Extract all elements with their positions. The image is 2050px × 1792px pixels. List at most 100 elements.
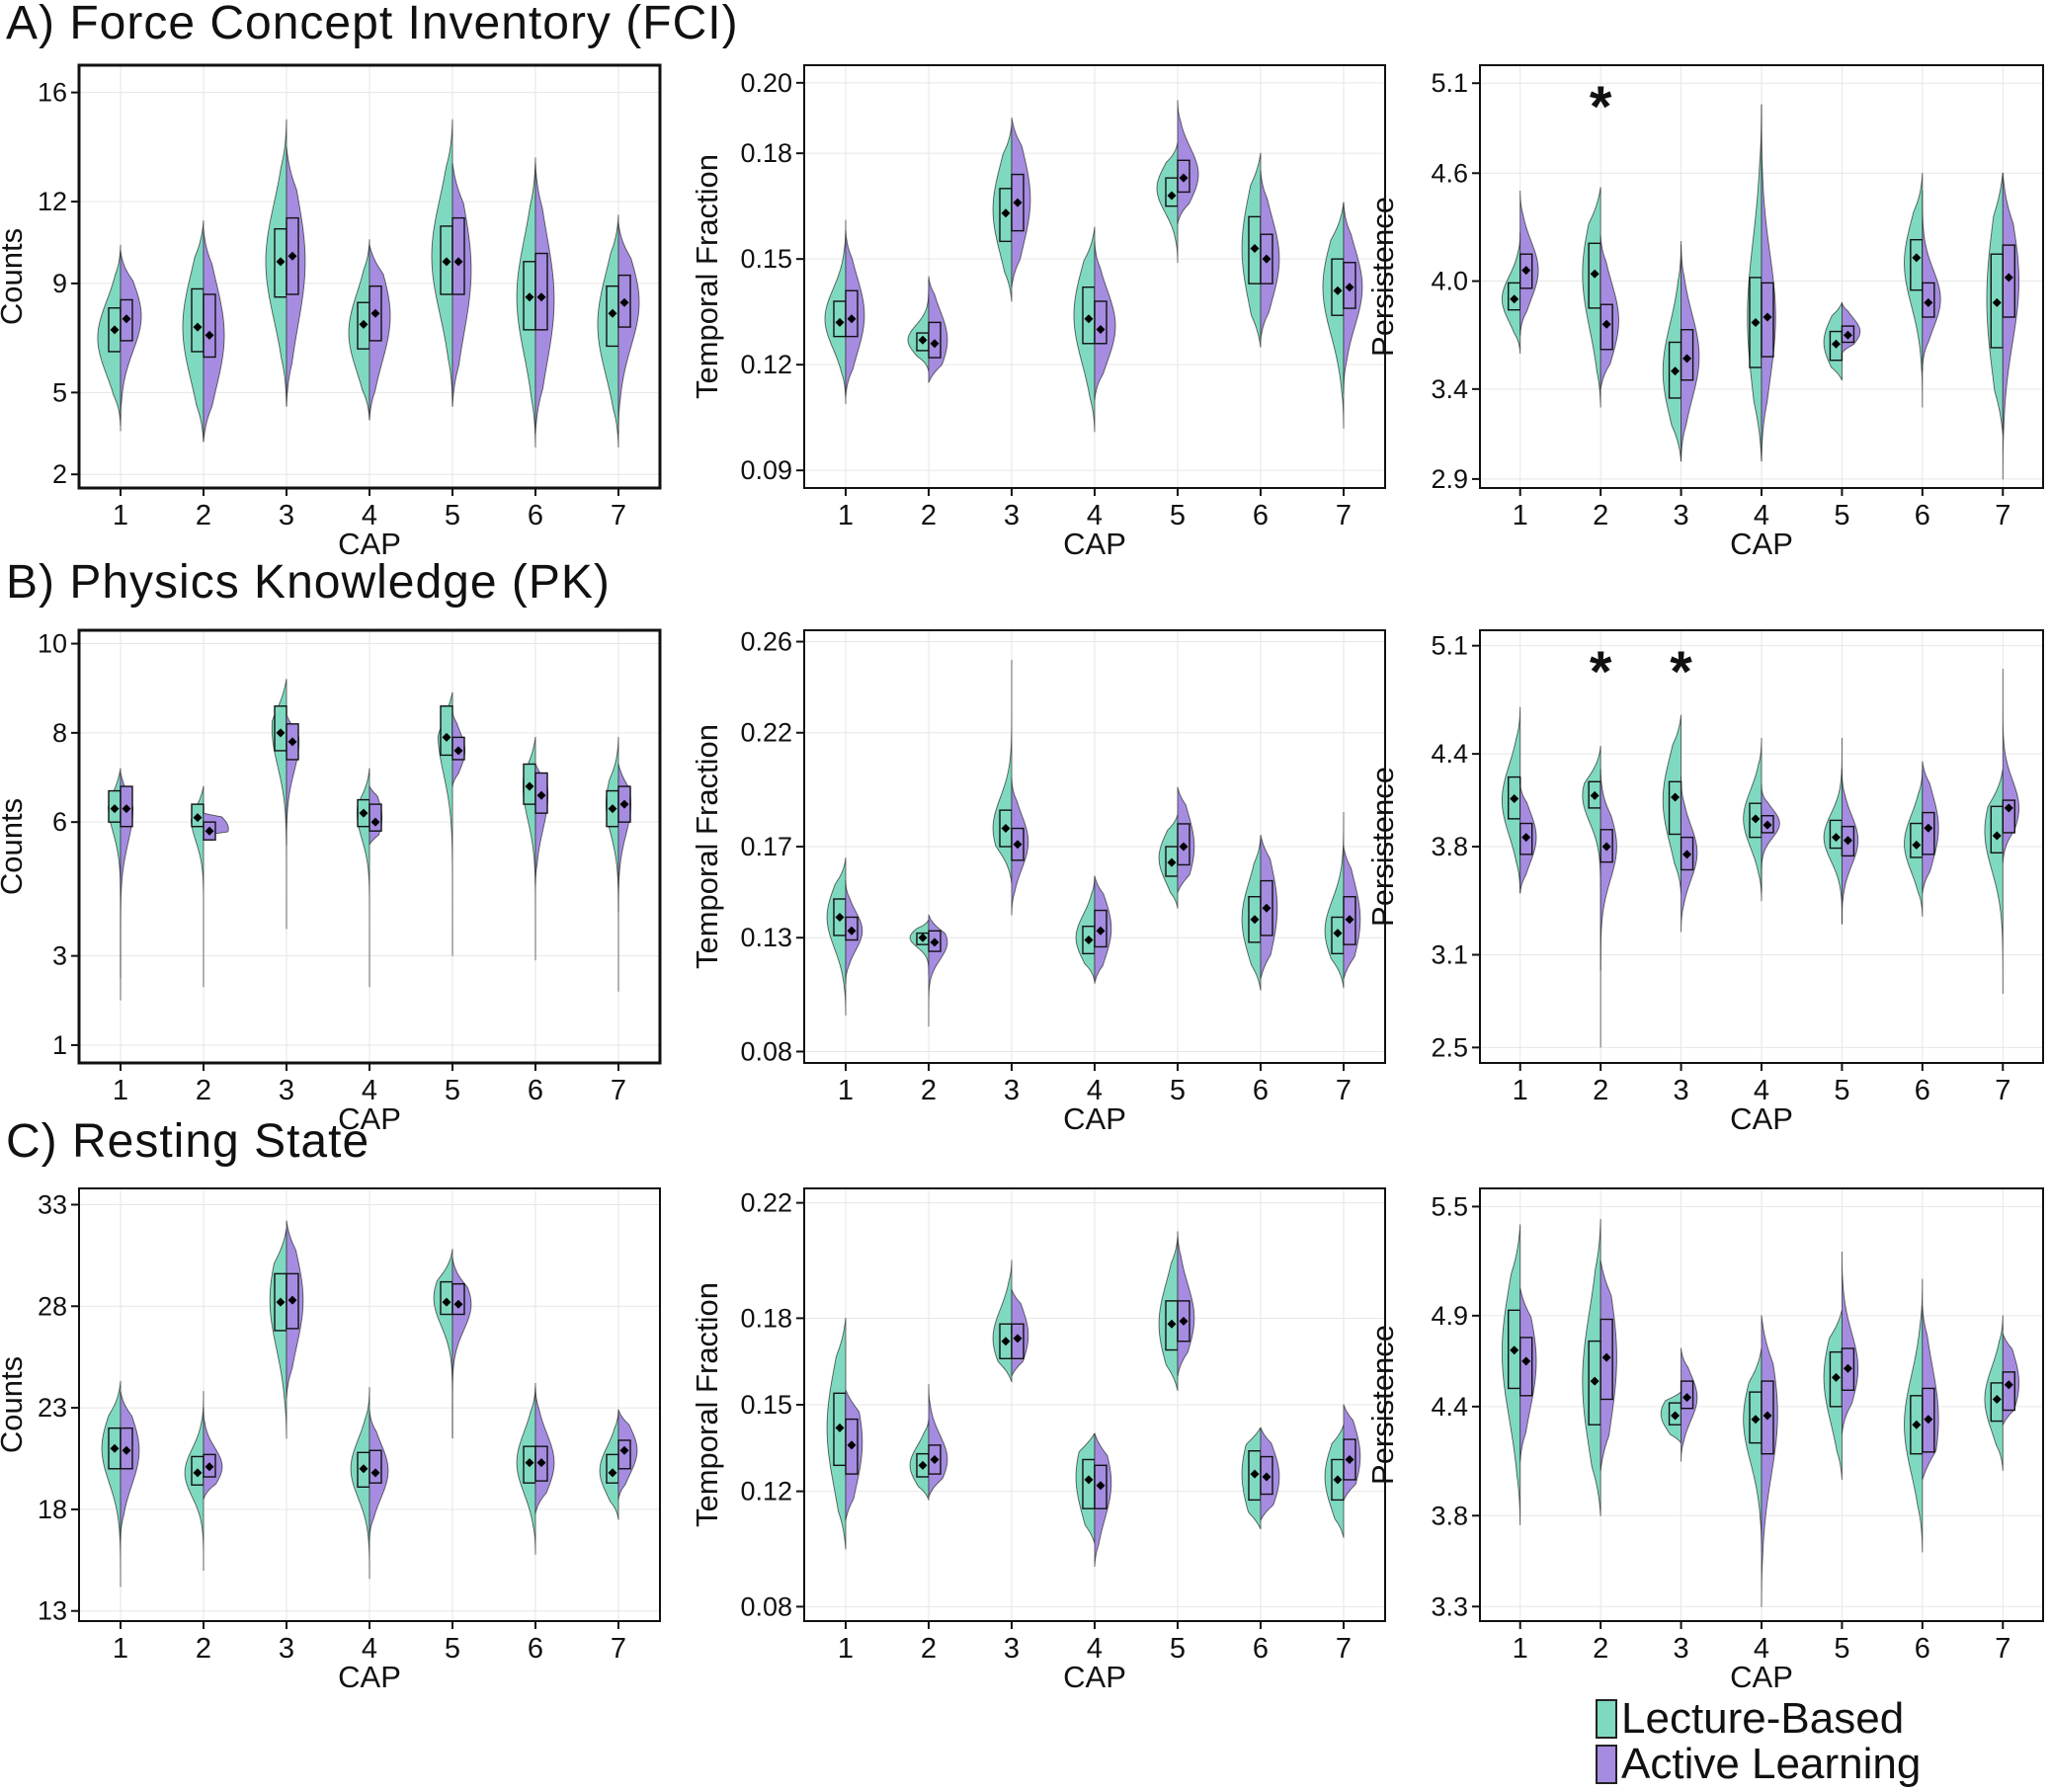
xtick-label-0: 1 bbox=[1513, 1633, 1528, 1665]
xtick-label-5: 6 bbox=[528, 1075, 543, 1106]
chart-panel-9: 3.3 3.8 4.4 4.9 5.5 1 2 3 4 5 6 7 CAP Persistence bbox=[1365, 1187, 2044, 1694]
median-lecture-cap-7 bbox=[608, 1468, 617, 1478]
median-active-cap-7 bbox=[2004, 273, 2013, 283]
x-axis-title: CAP bbox=[338, 1660, 401, 1694]
ytick-label-0: 13 bbox=[38, 1596, 67, 1626]
median-active-cap-5 bbox=[1179, 1316, 1189, 1326]
xtick-label-1: 2 bbox=[196, 500, 211, 531]
median-lecture-cap-3 bbox=[1001, 208, 1011, 218]
xtick-label-0: 1 bbox=[838, 1075, 854, 1106]
median-active-cap-4 bbox=[1096, 325, 1106, 334]
median-lecture-cap-4 bbox=[359, 319, 369, 329]
median-active-cap-1 bbox=[1521, 266, 1531, 276]
median-active-cap-5 bbox=[1843, 330, 1852, 340]
violin-active-cap-2 bbox=[203, 1407, 223, 1501]
median-lecture-cap-4 bbox=[359, 808, 369, 818]
xtick-label-0: 1 bbox=[1513, 1075, 1528, 1106]
ytick-label-2: 23 bbox=[38, 1393, 67, 1423]
median-lecture-cap-3 bbox=[1001, 1337, 1011, 1346]
xtick-label-3: 4 bbox=[362, 1075, 377, 1106]
ytick-label-2: 4.4 bbox=[1431, 1392, 1468, 1422]
median-lecture-cap-4 bbox=[1751, 1415, 1761, 1425]
median-active-cap-2 bbox=[205, 1462, 214, 1472]
xtick-label-5: 6 bbox=[1915, 500, 1930, 531]
violin-active-cap-7 bbox=[2002, 172, 2020, 479]
median-active-cap-2 bbox=[930, 1454, 940, 1464]
ytick-label-0: 3.3 bbox=[1431, 1591, 1468, 1621]
violin-lecture-cap-2 bbox=[1582, 745, 1601, 971]
median-active-cap-4 bbox=[1096, 926, 1106, 936]
median-lecture-cap-1 bbox=[1510, 294, 1519, 304]
median-lecture-cap-3 bbox=[276, 728, 286, 738]
median-active-cap-6 bbox=[1262, 1472, 1271, 1482]
median-lecture-cap-2 bbox=[918, 335, 928, 345]
median-active-cap-3 bbox=[1013, 1334, 1023, 1344]
y-axis-title: Temporal Fraction bbox=[690, 724, 724, 969]
ytick-label-3: 0.22 bbox=[740, 718, 792, 748]
xtick-label-2: 3 bbox=[279, 1075, 294, 1106]
median-lecture-cap-7 bbox=[1333, 1475, 1343, 1485]
significance-star-cap-3: * bbox=[1670, 640, 1692, 704]
xtick-label-1: 2 bbox=[196, 1075, 211, 1106]
median-active-cap-7 bbox=[2004, 1380, 2013, 1390]
median-lecture-cap-7 bbox=[1992, 1394, 2002, 1404]
median-active-cap-7 bbox=[619, 799, 629, 809]
ytick-label-0: 1 bbox=[52, 1030, 67, 1060]
box-active-cap-6 bbox=[1922, 811, 1935, 855]
ytick-label-0: 0.09 bbox=[740, 455, 792, 485]
xtick-label-2: 3 bbox=[1004, 1633, 1020, 1665]
xtick-label-6: 7 bbox=[611, 500, 626, 531]
ytick-label-2: 3.8 bbox=[1431, 832, 1468, 861]
ytick-label-4: 33 bbox=[38, 1189, 67, 1219]
median-lecture-cap-5 bbox=[442, 257, 451, 267]
y-axis-title: Persistence bbox=[1365, 767, 1400, 927]
xtick-label-6: 7 bbox=[1336, 1075, 1352, 1106]
xtick-label-3: 4 bbox=[1087, 500, 1103, 531]
median-active-cap-2 bbox=[1601, 842, 1611, 852]
box-active-cap-4 bbox=[1094, 300, 1107, 345]
xtick-label-6: 7 bbox=[1995, 1633, 2010, 1665]
xtick-label-1: 2 bbox=[921, 1075, 937, 1106]
xtick-label-6: 7 bbox=[1995, 500, 2010, 531]
median-active-cap-4 bbox=[1763, 820, 1772, 830]
median-lecture-cap-4 bbox=[1084, 1475, 1094, 1485]
median-lecture-cap-6 bbox=[1250, 243, 1260, 253]
violin-active-cap-2 bbox=[928, 1384, 948, 1498]
ytick-label-0: 0.08 bbox=[740, 1036, 792, 1066]
xtick-label-2: 3 bbox=[1674, 1633, 1689, 1665]
median-active-cap-1 bbox=[847, 926, 857, 936]
legend-label-lecture: Lecture-Based bbox=[1621, 1694, 1905, 1743]
median-active-cap-6 bbox=[536, 790, 546, 800]
median-lecture-cap-1 bbox=[110, 325, 120, 335]
ytick-label-2: 0.15 bbox=[740, 1390, 792, 1420]
median-lecture-cap-5 bbox=[1167, 857, 1177, 867]
ytick-label-1: 0.13 bbox=[740, 923, 792, 952]
significance-star-cap-2: * bbox=[1590, 75, 1612, 139]
median-active-cap-7 bbox=[2004, 803, 2013, 813]
median-lecture-cap-2 bbox=[918, 1460, 928, 1470]
median-active-cap-2 bbox=[205, 330, 214, 340]
median-active-cap-1 bbox=[122, 1445, 131, 1455]
box-active-cap-7 bbox=[2002, 1371, 2015, 1412]
median-lecture-cap-3 bbox=[1001, 824, 1011, 834]
median-lecture-cap-4 bbox=[1084, 314, 1094, 324]
ytick-label-0: 2 bbox=[52, 459, 67, 489]
ytick-label-4: 0.22 bbox=[740, 1188, 792, 1218]
xtick-label-6: 7 bbox=[1995, 1075, 2010, 1106]
ytick-label-0: 2.5 bbox=[1431, 1032, 1468, 1062]
median-lecture-cap-5 bbox=[1831, 339, 1841, 349]
median-lecture-cap-7 bbox=[608, 804, 617, 814]
ytick-label-3: 0.18 bbox=[740, 138, 792, 168]
ytick-label-1: 0.12 bbox=[740, 350, 792, 379]
median-active-cap-3 bbox=[1682, 850, 1692, 859]
median-active-cap-2 bbox=[1601, 1352, 1611, 1362]
median-active-cap-3 bbox=[287, 251, 297, 261]
median-active-cap-5 bbox=[453, 257, 463, 267]
median-lecture-cap-2 bbox=[1590, 790, 1599, 800]
median-lecture-cap-1 bbox=[835, 317, 845, 327]
median-lecture-cap-7 bbox=[1333, 285, 1343, 295]
box-active-cap-4 bbox=[369, 1449, 382, 1484]
median-active-cap-1 bbox=[122, 804, 131, 814]
median-active-cap-2 bbox=[930, 339, 940, 349]
median-active-cap-1 bbox=[1521, 1356, 1531, 1366]
